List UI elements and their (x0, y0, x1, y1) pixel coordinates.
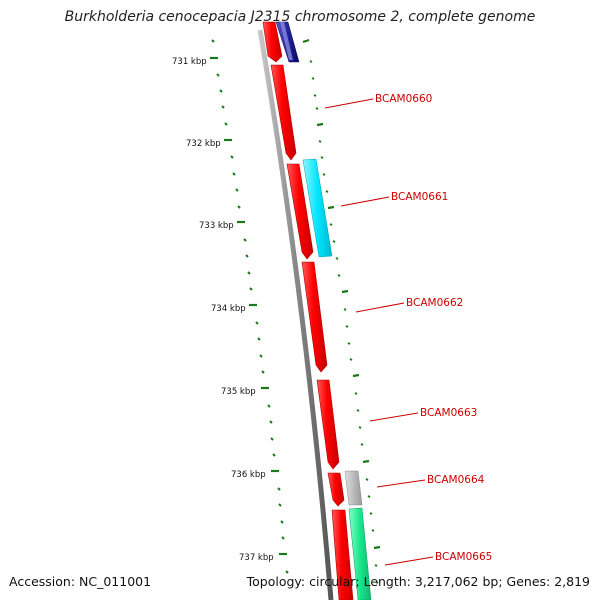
cds-arrow-bcam0665 (331, 509, 354, 600)
cds-arrow-bcam0663 (316, 379, 340, 470)
cds-arrow-bcam0661 (286, 163, 314, 260)
map-title: Burkholderia cenocepacia J2315 chromosom… (64, 9, 536, 25)
minor-ticks-right (309, 60, 379, 584)
gene-label-bcam0661[interactable]: BCAM0661 (391, 191, 448, 203)
tick-label-737: 737 kbp (239, 553, 274, 563)
label-connectors (324, 98, 434, 566)
feature-blue-light (280, 22, 293, 60)
cds-arrow-bcam0662 (301, 261, 328, 373)
genome-summary: Topology: circular; Length: 3,217,062 bp… (246, 574, 590, 589)
feature-cyan (302, 158, 333, 258)
cds-arrow-bcam0660 (270, 64, 297, 161)
ticks-right (302, 38, 381, 550)
tick-label-733: 733 kbp (199, 221, 234, 231)
cds-arrow-bcam0664 (327, 472, 345, 507)
gene-label-bcam0660[interactable]: BCAM0660 (375, 93, 432, 105)
cds-features (262, 21, 354, 600)
feature-gray (344, 470, 363, 506)
feature-green (348, 507, 372, 600)
tick-label-732: 732 kbp (186, 139, 221, 149)
major-ticks (210, 56, 287, 556)
gene-label-bcam0664[interactable]: BCAM0664 (427, 474, 485, 486)
accession-text: Accession: NC_011001 (9, 574, 152, 589)
cds-arrow-top (262, 21, 283, 63)
gene-label-bcam0665[interactable]: BCAM0665 (435, 551, 492, 563)
tick-label-731: 731 kbp (172, 57, 207, 67)
genome-backbone (257, 29, 334, 600)
tick-label-735: 735 kbp (221, 387, 256, 397)
tick-label-736: 736 kbp (231, 470, 266, 480)
minor-ticks-left (211, 39, 289, 574)
gene-label-bcam0662[interactable]: BCAM0662 (406, 297, 463, 309)
gene-label-bcam0663[interactable]: BCAM0663 (420, 407, 477, 419)
tick-label-734: 734 kbp (211, 304, 246, 314)
